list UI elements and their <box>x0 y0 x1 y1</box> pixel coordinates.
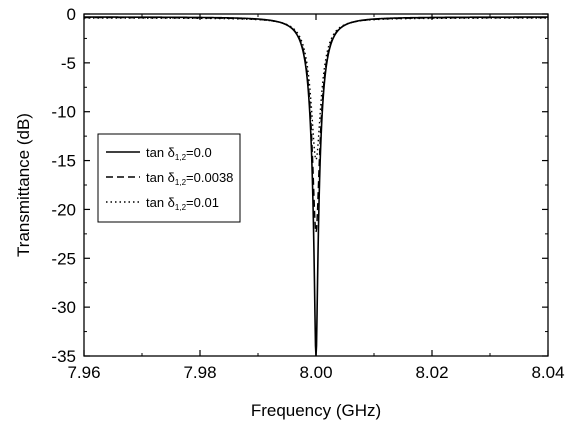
tick-labels: 7.96 7.98 8.00 8.02 8.04 0 -5 -10 -15 -20 -25 -30 -3… <box>51 5 564 382</box>
y-tick-label: -25 <box>51 249 76 268</box>
series-layer <box>84 16 548 356</box>
y-axis-title: Transmittance (dB) <box>14 113 33 257</box>
legend-label-main: tan δ <box>146 170 175 185</box>
legend-label-subscript: 1,2 <box>175 153 187 162</box>
ticks-layer <box>83 13 549 357</box>
x-tick-label: 7.96 <box>67 363 100 382</box>
y-tick-label: -30 <box>51 298 76 317</box>
legend-label-1: tan δ1,2=0.0 <box>146 145 212 162</box>
y-tick-label: 0 <box>67 5 76 24</box>
legend-label-subscript: 1,2 <box>175 203 187 212</box>
legend-label-main: tan δ <box>146 195 175 210</box>
series-line-3 <box>84 17 548 162</box>
legend-label-main: tan δ <box>146 145 175 160</box>
legend-label-2: tan δ1,2=0.0038 <box>146 170 233 187</box>
legend-label-value: =0.01 <box>186 195 219 210</box>
y-tick-label: -10 <box>51 103 76 122</box>
x-axis-title: Frequency (GHz) <box>251 401 381 420</box>
legend-label-value: =0.0 <box>186 145 212 160</box>
y-tick-label: -20 <box>51 200 76 219</box>
legend-label-subscript: 1,2 <box>175 178 187 187</box>
y-tick-label: -15 <box>51 152 76 171</box>
x-tick-label: 8.04 <box>531 363 564 382</box>
x-tick-label: 8.02 <box>415 363 448 382</box>
y-tick-label: -35 <box>51 347 76 366</box>
plot-area <box>83 13 549 357</box>
legend-label-value: =0.0038 <box>186 170 233 185</box>
x-tick-label: 8.00 <box>299 363 332 382</box>
legend-label-3: tan δ1,2=0.01 <box>146 195 219 212</box>
legend-box <box>97 133 241 223</box>
x-tick-label: 7.98 <box>183 363 216 382</box>
y-tick-label: -5 <box>61 54 76 73</box>
